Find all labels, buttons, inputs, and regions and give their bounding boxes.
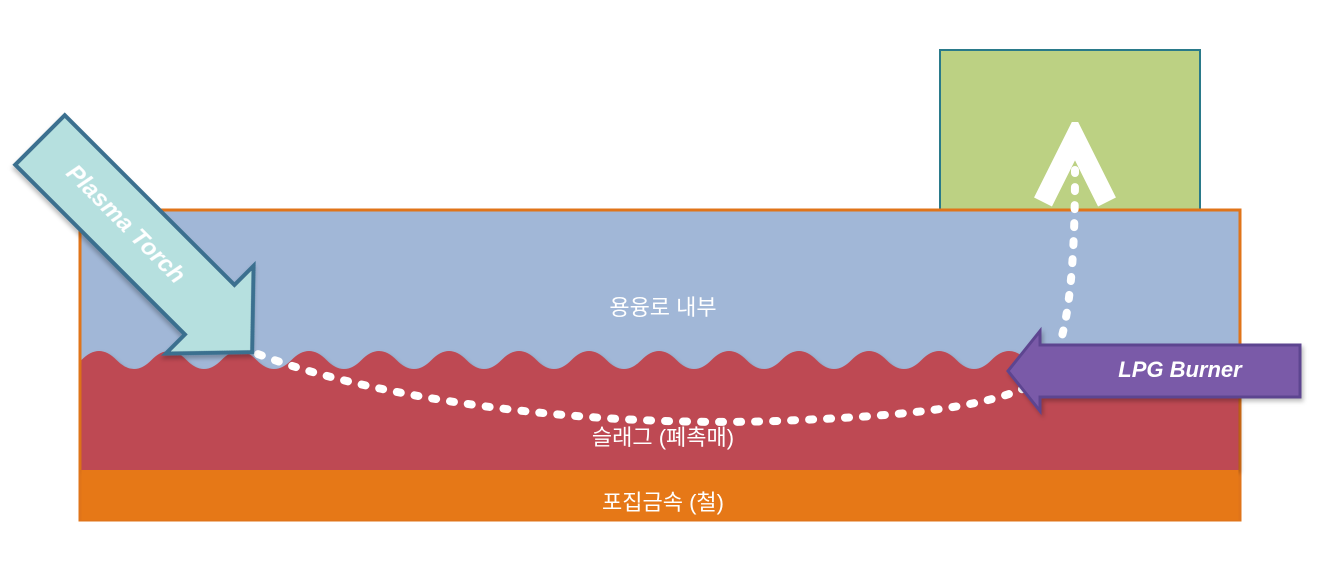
lpg-burner-label: LPG Burner [1118,357,1243,382]
metal-label: 포집금속 (철) [0,485,1326,517]
slag-label: 슬래그 (폐촉매) [0,420,1326,452]
furnace-interior-label: 용융로 내부 [0,290,1326,322]
exhaust-box [940,50,1200,220]
